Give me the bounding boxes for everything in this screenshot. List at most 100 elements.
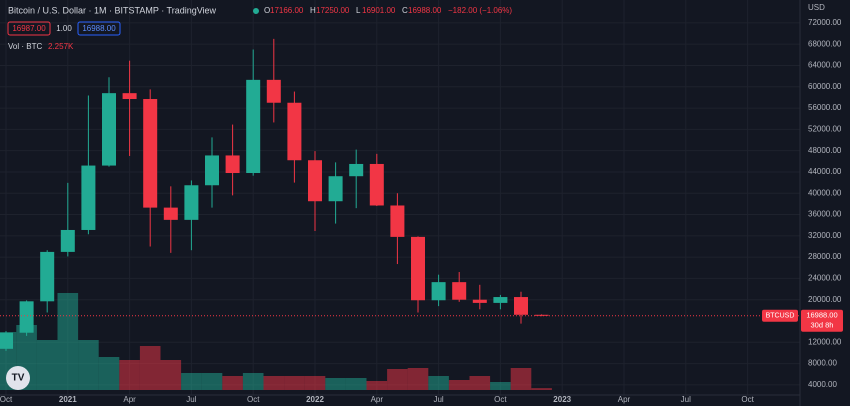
volume-bar bbox=[242, 373, 264, 390]
volume-bar bbox=[428, 376, 449, 390]
volume-bar bbox=[119, 360, 140, 390]
ohlc-value: 17166.00 bbox=[270, 6, 304, 15]
y-tick-label: 48000.00 bbox=[808, 146, 842, 155]
price-tag bbox=[801, 309, 843, 332]
volume-bar bbox=[98, 357, 120, 390]
candle-body bbox=[19, 301, 34, 333]
volume-bar bbox=[366, 381, 388, 390]
symbol-tag-label: BTCUSD bbox=[766, 313, 795, 320]
candle-body bbox=[472, 299, 487, 303]
axes: 4000.00 8000.00 12000.00 20000.00 24000.00 28… bbox=[0, 18, 842, 404]
candle-body bbox=[308, 160, 322, 202]
x-tick-label: Apr bbox=[371, 395, 384, 404]
logo-mark: TV bbox=[12, 373, 25, 384]
candle-body bbox=[349, 163, 364, 177]
x-tick-label: Oct bbox=[494, 395, 507, 404]
volume-bar bbox=[387, 369, 408, 390]
candle-body bbox=[60, 229, 75, 252]
candle-body bbox=[81, 165, 96, 230]
ohlc-value: 16988.00 bbox=[408, 6, 442, 15]
candle-body bbox=[40, 251, 55, 302]
y-tick-label: 56000.00 bbox=[808, 103, 842, 112]
candle-body bbox=[287, 102, 302, 161]
y-tick-label: 72000.00 bbox=[808, 18, 842, 27]
buy-price[interactable]: 16988.00 bbox=[82, 24, 116, 33]
y-tick-label: 60000.00 bbox=[808, 82, 842, 91]
volume-bar bbox=[57, 293, 79, 390]
volume-bar bbox=[490, 382, 511, 390]
x-tick-label: 2021 bbox=[59, 395, 77, 404]
candle-body bbox=[163, 207, 178, 220]
grid bbox=[0, 0, 800, 395]
price-tag-label: 16988.00 bbox=[806, 311, 837, 320]
x-tick-label: 2023 bbox=[553, 395, 571, 404]
candle-body bbox=[184, 185, 199, 220]
volume-bar bbox=[407, 368, 429, 390]
y-tick-label: 36000.00 bbox=[808, 210, 842, 219]
candle-body bbox=[143, 99, 158, 208]
volume-bar bbox=[345, 378, 367, 390]
x-tick-label: 2022 bbox=[306, 395, 324, 404]
candle-body bbox=[225, 155, 240, 174]
candle-body bbox=[122, 93, 137, 100]
volume-bar bbox=[531, 388, 552, 390]
volume-value: 2.257K bbox=[48, 42, 74, 51]
spread: 1.00 bbox=[56, 24, 72, 33]
sell-box[interactable] bbox=[7, 21, 51, 36]
x-tick-label: Jul bbox=[186, 395, 196, 404]
buy-box[interactable] bbox=[77, 21, 121, 36]
volume-bar bbox=[222, 376, 243, 390]
ohlc-change: −182.00 (−1.06%) bbox=[448, 6, 512, 15]
sell-price[interactable]: 16987.00 bbox=[12, 24, 46, 33]
y-unit: USD bbox=[808, 3, 825, 12]
candle-body bbox=[411, 236, 425, 301]
symbol-tag bbox=[762, 309, 798, 322]
volume-bar bbox=[263, 376, 285, 390]
volume-bar bbox=[304, 376, 326, 390]
x-tick-label: Jul bbox=[433, 395, 443, 404]
status-dot bbox=[253, 8, 259, 14]
x-tick-label: Apr bbox=[123, 395, 136, 404]
candle-body bbox=[328, 176, 343, 202]
volume-bar bbox=[469, 376, 491, 390]
y-tick-label: 12000.00 bbox=[808, 337, 842, 346]
y-tick-label: 28000.00 bbox=[808, 252, 842, 261]
x-tick-label: Oct bbox=[247, 395, 260, 404]
candles bbox=[0, 38, 549, 351]
volume-title: Vol · BTC bbox=[8, 42, 42, 51]
y-tick-label: 40000.00 bbox=[808, 188, 842, 197]
volume-bar bbox=[201, 373, 223, 390]
y-tick-label: 68000.00 bbox=[808, 39, 842, 48]
y-tick-label: 64000.00 bbox=[808, 61, 842, 70]
ohlc-key: H bbox=[310, 6, 316, 15]
candle-body bbox=[431, 282, 446, 301]
candle-body bbox=[205, 155, 219, 186]
volume-bar bbox=[284, 376, 305, 390]
volume-bar bbox=[325, 378, 346, 390]
volume-bar bbox=[139, 346, 161, 390]
candle-body bbox=[0, 332, 13, 349]
y-tick-label: 8000.00 bbox=[808, 359, 837, 368]
ohlc-legend: O 17166.00 H 17250.00 L 16901.00 C 16988.00 −182… bbox=[264, 6, 512, 15]
candle-body bbox=[102, 93, 116, 166]
ohlc-value: 17250.00 bbox=[316, 6, 350, 15]
candle-body bbox=[493, 297, 508, 303]
volume-bar bbox=[160, 360, 182, 390]
x-tick-label: Apr bbox=[618, 395, 631, 404]
volume-bar bbox=[36, 340, 58, 390]
y-tick-label: 44000.00 bbox=[808, 167, 842, 176]
x-tick-label: Oct bbox=[741, 395, 754, 404]
countdown: 30d 8h bbox=[811, 321, 834, 330]
candle-body bbox=[452, 282, 467, 300]
candle-body bbox=[246, 79, 261, 174]
candle-body bbox=[514, 297, 528, 315]
logo[interactable] bbox=[6, 366, 30, 390]
volume-bar bbox=[510, 368, 532, 390]
y-tick-label: 52000.00 bbox=[808, 124, 842, 133]
candle-body bbox=[390, 205, 405, 237]
symbol-title: Bitcoin / U.S. Dollar · 1M · BITSTAMP · … bbox=[8, 5, 217, 15]
